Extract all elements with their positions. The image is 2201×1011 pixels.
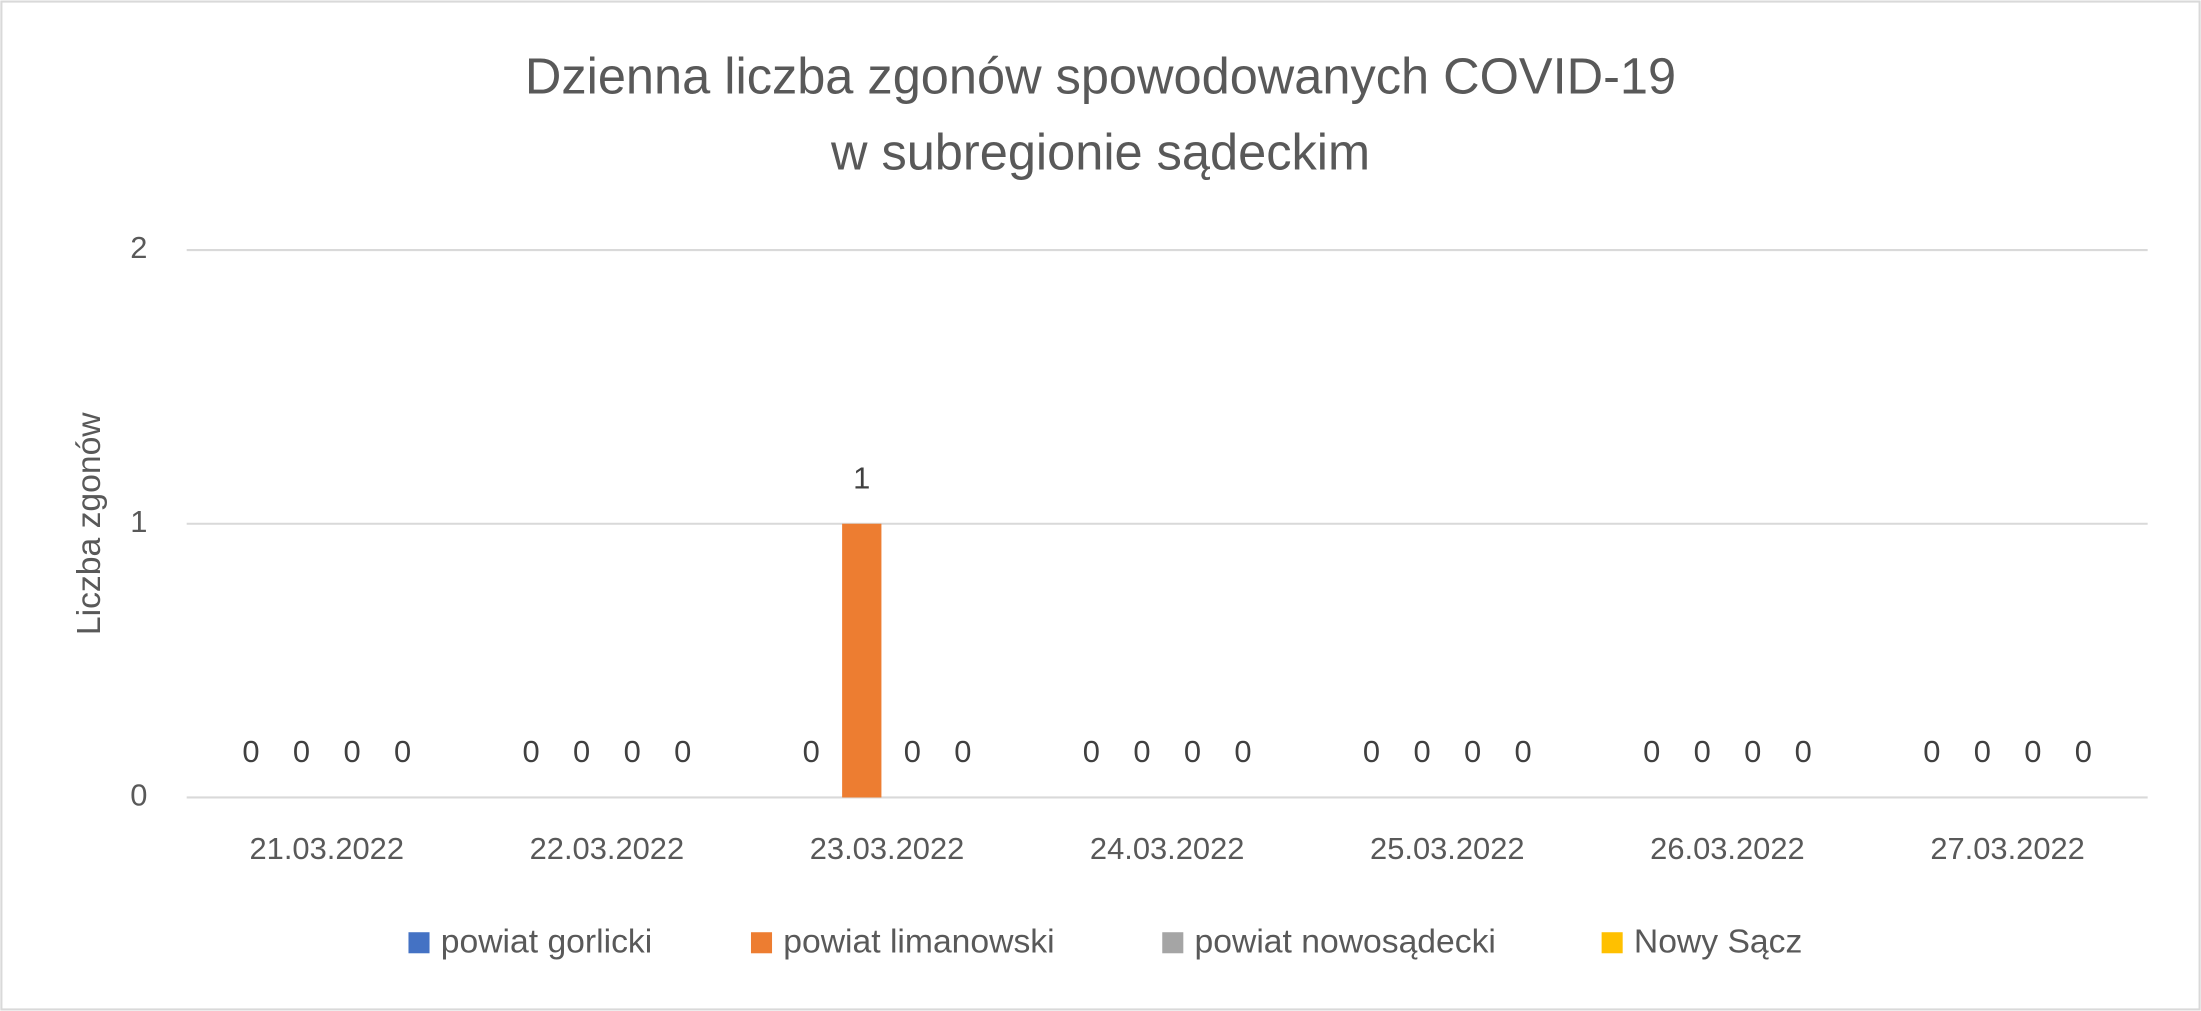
- data-label: 0: [1083, 734, 1100, 769]
- data-label: 0: [1643, 734, 1660, 769]
- data-label: 0: [343, 734, 360, 769]
- data-label: 0: [2024, 734, 2041, 769]
- legend-swatch: [750, 932, 773, 954]
- data-label: 0: [1795, 734, 1812, 769]
- data-label: 0: [573, 734, 590, 769]
- data-label: 0: [1464, 734, 1481, 769]
- data-label: 0: [674, 734, 691, 769]
- data-label: 0: [1234, 734, 1251, 769]
- data-label: 0: [293, 734, 310, 769]
- legend-label: Nowy Sącz: [1634, 923, 1802, 960]
- chart-title: w subregionie sądeckim: [830, 123, 1370, 180]
- data-label: 0: [1694, 734, 1711, 769]
- legend-label: powiat gorlicki: [441, 923, 652, 960]
- y-tick-label: 0: [130, 778, 147, 813]
- data-label: 0: [1184, 734, 1201, 769]
- data-label: 0: [1515, 734, 1532, 769]
- chart-title: Dzienna liczba zgonów spowodowanych COVI…: [525, 48, 1676, 105]
- y-axis-label: Liczba zgonów: [71, 412, 108, 635]
- x-tick-label: 23.03.2022: [810, 831, 965, 866]
- data-label: 0: [1923, 734, 1940, 769]
- data-label: 0: [2075, 734, 2092, 769]
- x-tick-label: 21.03.2022: [249, 831, 404, 866]
- x-tick-label: 27.03.2022: [1930, 831, 2085, 866]
- x-tick-label: 24.03.2022: [1090, 831, 1245, 866]
- data-label: 0: [1363, 734, 1380, 769]
- data-label: 0: [1413, 734, 1430, 769]
- data-label: 1: [853, 460, 870, 495]
- data-label: 0: [394, 734, 411, 769]
- y-tick-label: 2: [130, 230, 147, 265]
- legend-label: powiat nowosądecki: [1195, 923, 1496, 960]
- legend-swatch: [1601, 932, 1623, 954]
- y-tick-label: 1: [130, 504, 147, 539]
- data-label: 0: [242, 734, 259, 769]
- legend-label: powiat limanowski: [783, 923, 1054, 960]
- x-tick-label: 22.03.2022: [530, 831, 685, 866]
- legend-swatch: [1162, 932, 1184, 954]
- data-label: 0: [1974, 734, 1991, 769]
- data-label: 0: [624, 734, 641, 769]
- legend-swatch: [408, 932, 430, 954]
- data-label: 0: [803, 734, 820, 769]
- data-label: 0: [523, 734, 540, 769]
- x-tick-label: 26.03.2022: [1650, 831, 1805, 866]
- bar: [842, 523, 882, 798]
- x-tick-label: 25.03.2022: [1370, 831, 1525, 866]
- data-label: 0: [904, 734, 921, 769]
- data-label: 0: [1133, 734, 1150, 769]
- data-label: 0: [954, 734, 971, 769]
- data-label: 0: [1744, 734, 1761, 769]
